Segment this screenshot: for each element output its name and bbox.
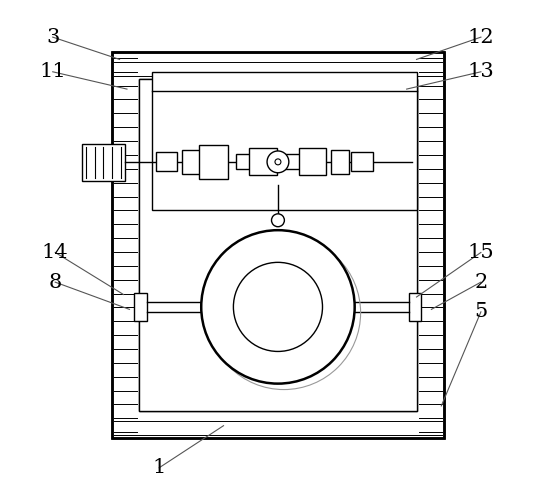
Bar bbox=[152, 72, 417, 210]
Bar bbox=[139, 79, 417, 411]
Bar bbox=[236, 154, 251, 169]
Bar bbox=[299, 148, 327, 175]
Bar bbox=[112, 52, 444, 438]
Text: 3: 3 bbox=[46, 28, 60, 47]
Bar bbox=[182, 150, 200, 174]
Circle shape bbox=[267, 151, 289, 173]
Bar bbox=[82, 144, 124, 181]
Bar bbox=[351, 152, 373, 171]
Bar bbox=[199, 145, 228, 179]
Bar bbox=[112, 52, 444, 438]
Bar bbox=[134, 293, 147, 321]
Text: 5: 5 bbox=[474, 302, 488, 321]
Text: 1: 1 bbox=[152, 458, 166, 477]
Text: 8: 8 bbox=[49, 273, 62, 292]
Bar bbox=[249, 148, 277, 175]
Text: 2: 2 bbox=[474, 273, 488, 292]
Bar bbox=[156, 152, 177, 171]
Bar bbox=[409, 293, 422, 321]
Circle shape bbox=[233, 262, 323, 351]
Bar bbox=[331, 150, 349, 174]
Bar bbox=[139, 79, 417, 411]
Circle shape bbox=[201, 230, 355, 384]
Circle shape bbox=[271, 214, 284, 227]
Text: 12: 12 bbox=[467, 28, 494, 47]
Bar bbox=[286, 154, 300, 169]
Text: 14: 14 bbox=[42, 243, 68, 262]
Text: 13: 13 bbox=[467, 62, 494, 81]
Circle shape bbox=[275, 159, 281, 165]
Text: 11: 11 bbox=[39, 62, 66, 81]
Bar bbox=[139, 79, 417, 411]
Text: 15: 15 bbox=[467, 243, 494, 262]
